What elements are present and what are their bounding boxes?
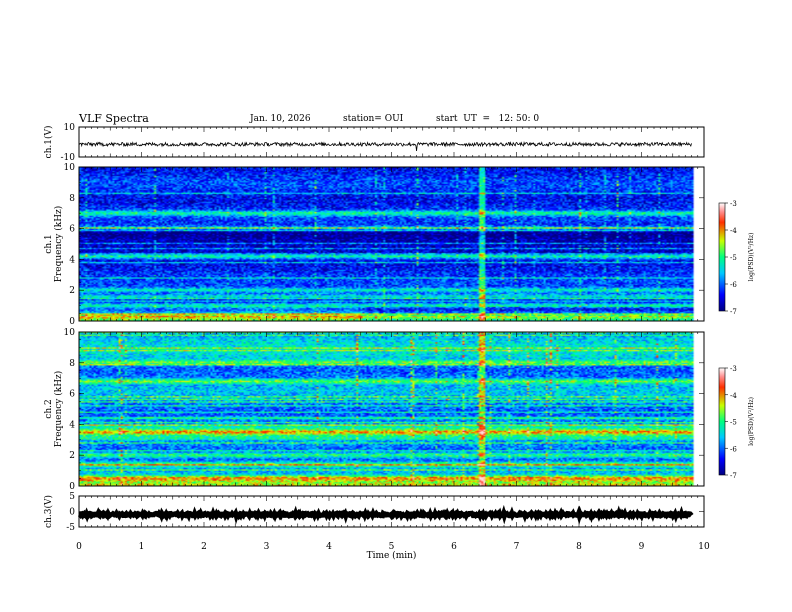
ch3-waveform-trace	[79, 513, 692, 515]
colorbar-tick-label: -5	[730, 419, 737, 427]
ch2-spectrogram-y-tick-label: 0	[69, 482, 75, 492]
colorbar-tick-label: -7	[730, 472, 737, 480]
colorbar-tick-label: -6	[730, 281, 737, 289]
ch1-spectrogram-y-tick-label: 4	[69, 255, 75, 265]
ch1-waveform-ylabel: ch.1(V)	[43, 126, 54, 159]
colorbar-tick-label: -3	[730, 365, 737, 373]
colorbar-tick-label: -4	[730, 392, 737, 400]
ch3-waveform-y-tick-label: -5	[66, 523, 75, 533]
colorbar-ch1	[719, 203, 725, 311]
x-tick-label: 4	[326, 542, 332, 552]
ch3-waveform-y-tick-label: 5	[69, 492, 75, 502]
colorbar-tick-label: -6	[730, 445, 737, 453]
x-tick-label: 8	[576, 542, 582, 552]
x-tick-label: 1	[139, 542, 145, 552]
ch1-waveform-y-tick-label: 10	[64, 123, 76, 133]
x-tick-label: 10	[698, 542, 710, 552]
x-tick-label: 7	[514, 542, 520, 552]
ch1-spectrogram-image	[79, 167, 704, 321]
ch2-spectrogram-y-tick-label: 4	[69, 420, 75, 430]
ch1-spectrogram-y-tick-label: 6	[69, 225, 75, 235]
ch2-spectrogram-image	[79, 332, 704, 486]
x-tick-label: 0	[76, 542, 82, 552]
ch3-waveform-y-tick-label: 0	[69, 508, 75, 518]
colorbar-ch1-label: log(PSD)(V²/Hz)	[748, 233, 755, 282]
colorbar-ch2-label: log(PSD)(V²/Hz)	[748, 397, 755, 446]
x-tick-label: 9	[639, 542, 645, 552]
ch2-spectrogram-y-tick-label: 10	[64, 328, 76, 338]
colorbar-tick-label: -5	[730, 254, 737, 262]
ch2-spectrogram-ylabel: Frequency (kHz)	[53, 371, 64, 448]
ch3-waveform-ylabel: ch.3(V)	[43, 495, 54, 528]
colorbar-tick-label: -7	[730, 308, 737, 316]
colorbar-tick-label: -4	[730, 227, 737, 235]
ch2-spectrogram-ylabel-channel: ch.2	[44, 399, 54, 418]
ch1-spectrogram-ylabel-channel: ch.1	[44, 234, 54, 253]
ch2-spectrogram-y-tick-label: 2	[69, 451, 75, 461]
ch1-waveform-trace	[79, 142, 692, 151]
x-tick-label: 6	[451, 542, 457, 552]
ch1-spectrogram-y-tick-label: 8	[69, 194, 75, 204]
colorbar-ch2	[719, 368, 725, 475]
ch1-spectrogram-y-tick-label: 2	[69, 286, 75, 296]
ch1-spectrogram-ylabel: Frequency (kHz)	[53, 206, 64, 283]
x-tick-label: 3	[264, 542, 270, 552]
ch1-waveform-y-tick-label: -10	[61, 153, 76, 163]
ch2-spectrogram-y-tick-label: 6	[69, 390, 75, 400]
x-axis-label: Time (min)	[367, 550, 417, 561]
vlf-figure: 10-10ch.1(V)0246810ch.1 Frequency (kHz)02…	[0, 0, 792, 612]
ch1-spectrogram-y-tick-label: 0	[69, 317, 75, 327]
x-tick-label: 2	[201, 542, 207, 552]
ch2-spectrogram-y-tick-label: 8	[69, 359, 75, 369]
ch1-spectrogram-y-tick-label: 10	[64, 163, 76, 173]
colorbar-tick-label: -3	[730, 200, 737, 208]
